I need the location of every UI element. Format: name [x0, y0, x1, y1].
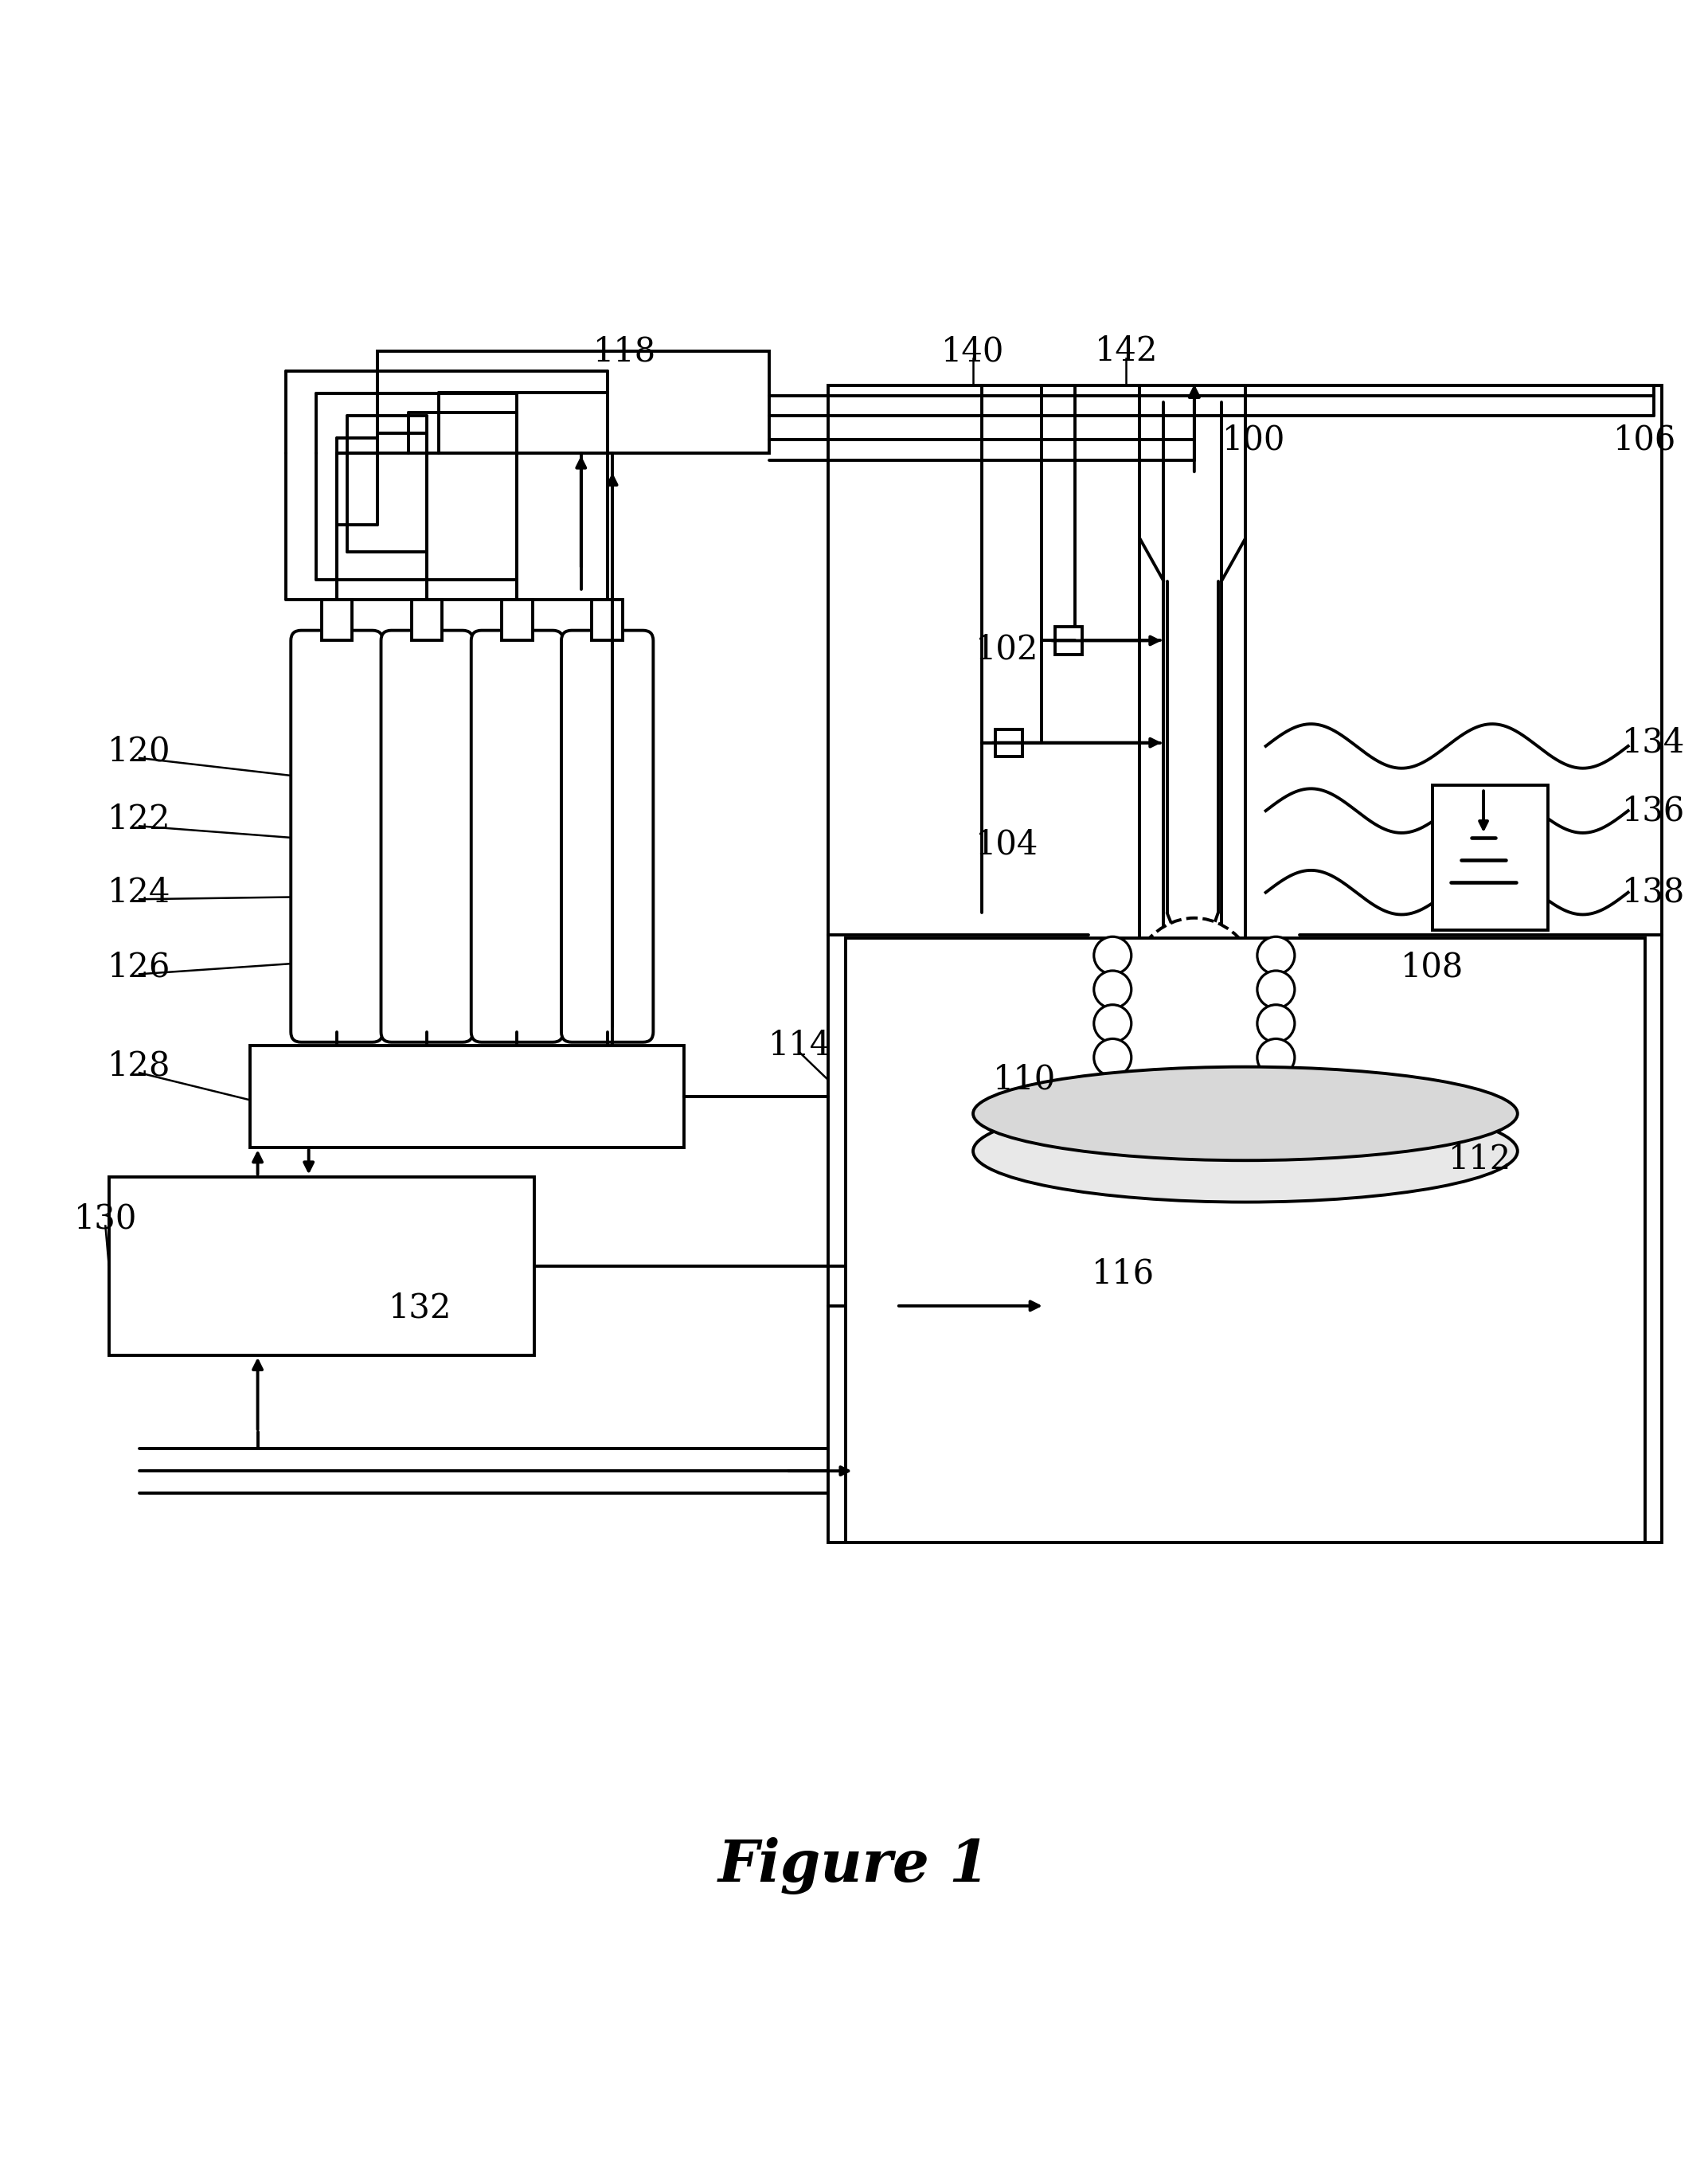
Text: 134: 134: [1623, 726, 1686, 760]
Circle shape: [1257, 1040, 1295, 1077]
Text: 138: 138: [1623, 875, 1686, 910]
Bar: [377, 351, 769, 453]
Circle shape: [1093, 936, 1131, 975]
Circle shape: [1093, 1040, 1131, 1077]
Bar: [1433, 786, 1547, 929]
Bar: [845, 938, 1645, 1542]
Text: Figure 1: Figure 1: [717, 1837, 991, 1895]
Circle shape: [1257, 936, 1295, 975]
Bar: [249, 1046, 683, 1148]
Text: 108: 108: [1401, 951, 1464, 983]
Text: 122: 122: [108, 804, 171, 836]
Bar: [109, 1176, 535, 1356]
Text: 130: 130: [73, 1202, 137, 1237]
Bar: [321, 600, 352, 641]
Bar: [1045, 1256, 1385, 1356]
Text: 124: 124: [108, 875, 171, 910]
Text: 112: 112: [1448, 1144, 1512, 1176]
Circle shape: [1093, 970, 1131, 1007]
Text: 116: 116: [1091, 1256, 1155, 1291]
Circle shape: [1257, 1005, 1295, 1042]
Bar: [593, 600, 623, 641]
Text: 110: 110: [992, 1064, 1056, 1096]
Bar: [412, 600, 442, 641]
FancyBboxPatch shape: [290, 630, 383, 1042]
Bar: [828, 386, 1662, 1542]
Text: 120: 120: [108, 734, 171, 769]
Bar: [996, 730, 1023, 756]
Text: 142: 142: [1095, 334, 1158, 368]
Ellipse shape: [1115, 918, 1272, 1139]
Bar: [1056, 626, 1081, 654]
Text: 136: 136: [1623, 795, 1686, 827]
Circle shape: [1257, 970, 1295, 1007]
Circle shape: [1093, 1005, 1131, 1042]
FancyBboxPatch shape: [471, 630, 564, 1042]
Text: 132: 132: [388, 1291, 453, 1323]
Text: 128: 128: [108, 1048, 171, 1083]
Text: 114: 114: [769, 1029, 832, 1061]
Ellipse shape: [974, 1100, 1517, 1202]
Text: 102: 102: [975, 632, 1038, 665]
FancyBboxPatch shape: [562, 630, 652, 1042]
FancyBboxPatch shape: [381, 630, 473, 1042]
Ellipse shape: [974, 1068, 1517, 1161]
Text: 104: 104: [975, 827, 1038, 862]
Text: 140: 140: [941, 334, 1004, 368]
Bar: [502, 600, 533, 641]
Text: 100: 100: [1223, 422, 1286, 457]
Text: 106: 106: [1614, 422, 1677, 457]
Text: 126: 126: [108, 951, 171, 983]
Text: 118: 118: [593, 334, 656, 368]
